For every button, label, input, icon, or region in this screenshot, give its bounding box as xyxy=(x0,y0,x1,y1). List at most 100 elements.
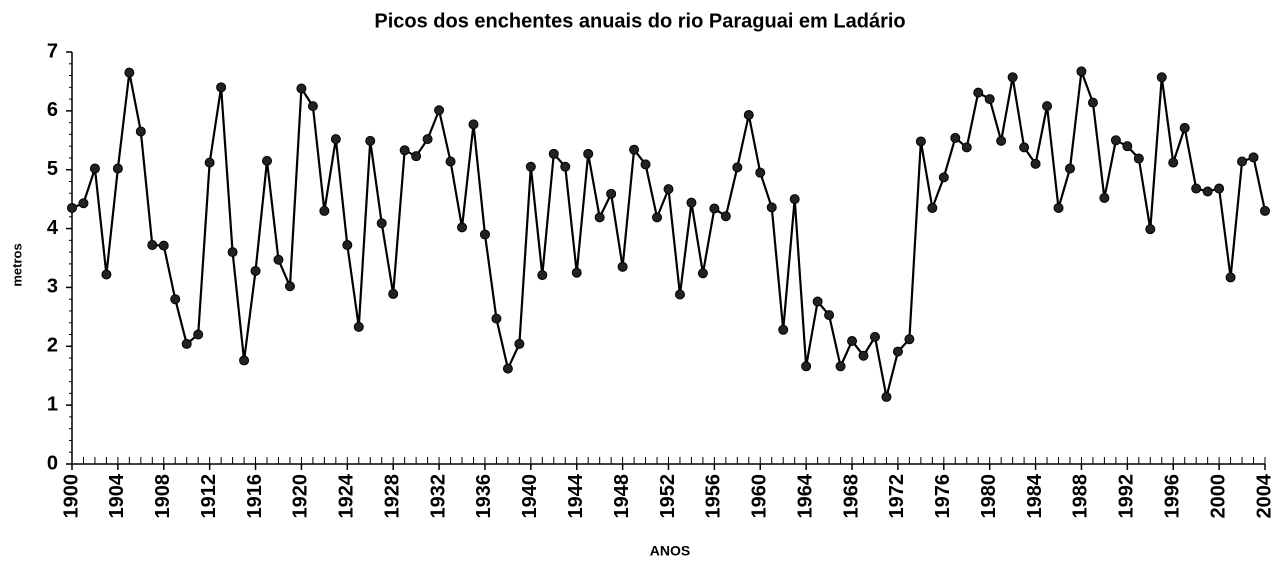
data-point xyxy=(204,157,215,168)
x-tick-label: 1968 xyxy=(840,474,862,519)
y-tick-label: 3 xyxy=(47,276,58,298)
x-tick-label: 1940 xyxy=(519,474,541,519)
x-tick-label: 2000 xyxy=(1207,474,1229,519)
data-point xyxy=(353,321,364,332)
data-point xyxy=(1156,72,1167,83)
y-tick-label: 4 xyxy=(47,217,59,239)
x-tick-label: 1908 xyxy=(152,474,174,519)
x-tick-label: 1996 xyxy=(1162,474,1184,519)
x-tick-label: 1956 xyxy=(703,474,725,519)
x-tick-label: 1992 xyxy=(1116,474,1138,519)
x-tick-label: 1904 xyxy=(106,473,128,518)
data-point xyxy=(170,294,181,305)
data-point xyxy=(491,313,502,324)
data-point xyxy=(1076,66,1087,77)
data-point xyxy=(262,155,273,166)
data-point xyxy=(537,270,548,281)
data-point xyxy=(915,136,926,147)
data-point xyxy=(411,151,422,162)
data-point xyxy=(652,212,663,223)
x-tick-label: 1976 xyxy=(932,474,954,519)
x-tick-label: 1964 xyxy=(794,473,816,518)
data-point xyxy=(548,148,559,159)
x-tick-label: 1960 xyxy=(749,474,771,519)
data-point xyxy=(801,361,812,372)
data-point xyxy=(67,202,77,213)
data-point xyxy=(112,163,123,174)
data-point xyxy=(640,159,651,170)
data-point xyxy=(1145,224,1156,235)
data-point xyxy=(1007,72,1018,83)
data-point xyxy=(330,134,341,145)
data-point xyxy=(927,202,938,213)
data-point xyxy=(686,197,697,208)
data-point xyxy=(560,161,571,172)
data-point xyxy=(881,391,892,402)
data-point xyxy=(342,240,353,251)
data-point xyxy=(732,162,743,173)
data-point xyxy=(984,94,995,105)
data-point xyxy=(273,254,284,265)
data-point xyxy=(101,269,112,280)
y-tick-label: 2 xyxy=(47,335,58,357)
data-point xyxy=(996,135,1007,146)
x-tick-label: 1900 xyxy=(60,474,82,519)
data-point xyxy=(1191,183,1202,194)
data-point xyxy=(778,324,789,335)
data-point xyxy=(181,338,192,349)
data-point xyxy=(835,361,846,372)
data-point xyxy=(468,119,479,130)
data-point xyxy=(950,132,961,143)
data-point xyxy=(1099,192,1110,203)
data-point xyxy=(135,126,146,137)
data-point xyxy=(571,267,582,278)
data-point xyxy=(78,198,89,209)
data-point xyxy=(892,346,903,357)
data-point xyxy=(812,296,823,307)
data-point xyxy=(1168,157,1179,168)
data-point xyxy=(904,334,915,345)
x-tick-label: 2004 xyxy=(1253,473,1275,518)
data-point xyxy=(1133,153,1144,164)
data-point xyxy=(388,288,399,299)
data-point xyxy=(422,134,433,145)
data-point xyxy=(514,338,525,349)
data-point xyxy=(1202,186,1213,197)
data-point xyxy=(938,172,949,183)
data-point xyxy=(606,188,617,199)
data-point xyxy=(755,167,766,178)
data-point xyxy=(376,218,387,229)
data-point xyxy=(961,142,972,153)
data-point xyxy=(1179,122,1190,133)
data-point xyxy=(697,268,708,279)
data-point xyxy=(319,205,330,216)
data-point xyxy=(434,105,445,116)
data-point xyxy=(824,310,835,321)
data-point xyxy=(847,335,858,346)
data-point xyxy=(1225,272,1236,283)
data-point xyxy=(858,350,869,361)
data-point xyxy=(158,240,169,251)
x-axis-label: ANOS xyxy=(650,543,690,559)
data-point xyxy=(1110,135,1121,146)
data-point xyxy=(973,87,984,98)
data-point xyxy=(239,355,250,366)
data-point xyxy=(583,148,594,159)
data-point xyxy=(479,229,490,240)
data-point xyxy=(617,261,628,272)
data-point xyxy=(284,281,295,292)
x-tick-label: 1932 xyxy=(427,474,449,519)
x-tick-label: 1972 xyxy=(886,474,908,519)
y-tick-label: 5 xyxy=(47,158,58,180)
x-tick-label: 1928 xyxy=(381,474,403,519)
data-point xyxy=(674,289,685,300)
data-point xyxy=(1019,142,1030,153)
chart-title: Picos dos enchentes anuais do rio Paragu… xyxy=(374,10,905,32)
x-tick-label: 1936 xyxy=(473,474,495,519)
x-tick-label: 1984 xyxy=(1024,473,1046,518)
data-point xyxy=(227,247,238,258)
data-point xyxy=(789,194,800,205)
data-point xyxy=(1122,141,1133,152)
data-point xyxy=(250,265,261,276)
